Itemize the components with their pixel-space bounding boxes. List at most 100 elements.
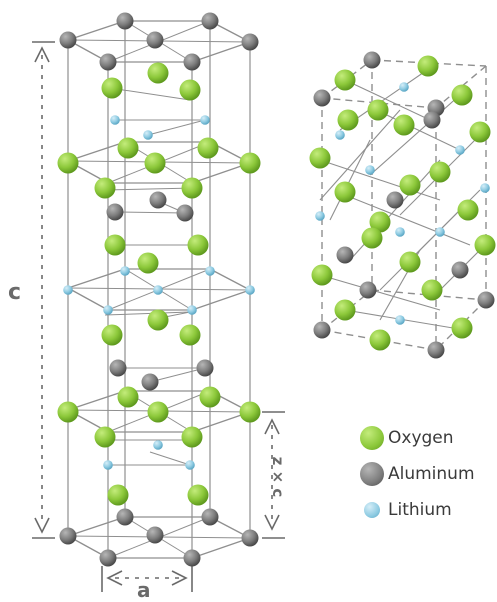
oxygen-atom [457,199,479,221]
lithium-atom [365,165,375,175]
bond-line [67,141,126,162]
bond-line [209,268,251,291]
oxygen-atom-icon [360,426,384,450]
oxygen-atom [179,79,201,101]
aluminum-atom [99,549,117,567]
c-axis-label: c [8,280,22,305]
bond-line [191,41,251,63]
aluminum-atom [183,549,201,567]
arrow-left-icon [106,570,123,586]
oxygen-atom [187,234,209,256]
aluminum-atom [201,12,219,30]
oxygen-atom [451,84,473,106]
oxygen-atom [187,484,209,506]
bond-line [329,139,371,221]
oxygen-atom [474,234,496,256]
bond-line [369,94,461,176]
bond-line [67,268,126,289]
aluminum-atom [116,12,134,30]
bond-line [114,211,186,214]
aluminum-atom [241,33,259,51]
aluminum-atom [477,291,495,309]
arrow-up-icon [34,46,50,63]
oxygen-atom [451,317,473,339]
arrow-right-icon [171,570,188,586]
aluminum-atom [386,191,404,209]
oxygen-atom [429,161,451,183]
bond-line [319,109,401,201]
aluminum-atom [427,341,445,359]
aluminum-atom [183,53,201,71]
dimension-markers [32,41,285,592]
legend-label-lithium: Lithium [388,500,452,520]
legend-item-oxygen: Oxygen [360,420,495,456]
oxygen-atom [147,309,169,331]
bond-line [321,59,373,99]
oxygen-atom [181,177,203,199]
oxygen-atom [107,484,129,506]
oxygen-atom [367,99,389,121]
oxygen-atom [369,211,391,233]
lithium-atom [153,285,163,295]
legend-label-oxygen: Oxygen [388,428,454,448]
oxygen-atom [137,252,159,274]
legend-item-aluminum: Aluminum [360,456,495,492]
aluminum-atom [241,529,259,547]
oxygen-atom [399,174,421,196]
bond-line [109,87,191,101]
lithium-atom [435,227,445,237]
lithium-atom [120,266,130,276]
hexagonal-cell-atoms [57,12,261,567]
oxygen-atom [334,181,356,203]
oxygen-atom [309,147,331,169]
oxygen-atom [399,251,421,273]
oxygen-atom [57,152,79,174]
a-axis-label: a [137,578,151,602]
bond-line [344,309,466,331]
oxygen-atom [417,55,439,77]
oxygen-atom [147,62,169,84]
aluminum-atom [451,261,469,279]
oxygen-atom [337,109,359,131]
lithium-atom [63,285,73,295]
aluminum-atom [59,527,77,545]
bond-line [104,311,191,316]
bond-line [191,289,251,311]
aluminum-atom [99,53,117,71]
aluminum-atom [313,321,331,339]
lithium-atom [200,115,210,125]
bond-line [67,390,126,411]
oxygen-atom [197,137,219,159]
aluminum-atom [313,89,331,107]
aluminum-atom [196,359,214,377]
oxygen-atom [361,227,383,249]
bond-line [344,194,471,246]
oxygen-atom [117,386,139,408]
lithium-atom [480,183,490,193]
oxygen-atom [104,234,126,256]
lithium-atom [245,285,255,295]
lithium-atom [395,315,405,325]
lithium-atom [143,130,153,140]
aluminum-atom [141,373,159,391]
oxygen-atom [469,121,491,143]
aluminum-atom [116,508,134,526]
oxygen-atom [239,401,261,423]
aluminum-atom-icon [360,462,384,486]
lithium-atom [103,305,113,315]
lithium-atom [153,440,163,450]
oxygen-atom [147,401,169,423]
arrow-up-icon [264,418,280,435]
legend-label-aluminum: Aluminum [388,464,475,484]
oxygen-atom [334,299,356,321]
bond-line [104,187,196,191]
legend-item-lithium: Lithium [360,492,495,528]
legend: Oxygen Aluminum Lithium [360,420,495,528]
oxygen-atom [57,401,79,423]
bond-line [435,65,487,109]
aluminum-atom [201,508,219,526]
zc-axis-label: z × c [269,456,287,498]
lithium-atom [205,266,215,276]
aluminum-atom [176,204,194,222]
lithium-atom [399,82,409,92]
